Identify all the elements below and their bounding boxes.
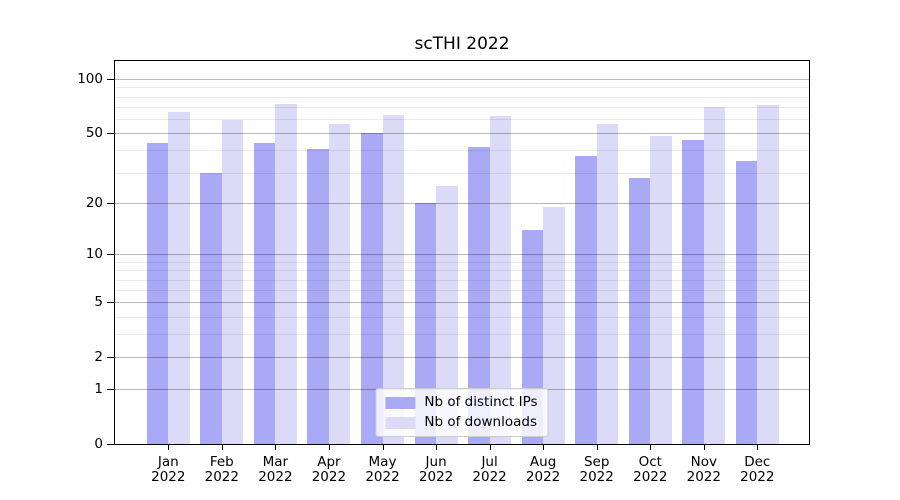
x-tick-dec-2022: [757, 444, 759, 450]
x-tick-feb-2022: [221, 444, 223, 450]
x-tick-apr-2022: [328, 444, 330, 450]
gridline-minor-70: [115, 107, 809, 108]
gridline-minor-8: [115, 270, 809, 272]
x-tick-label-feb-2022: Feb 2022: [204, 454, 239, 485]
chart-title: scTHI 2022: [414, 34, 510, 54]
bar-distinct-ips-jun-2022: [414, 203, 437, 444]
bar-distinct-ips-feb-2022: [200, 172, 222, 444]
y-tick-50: [107, 133, 115, 135]
x-tick-label-apr-2022: Apr 2022: [311, 454, 347, 485]
y-tick-label-1: 1: [94, 381, 103, 398]
legend-row-ips: Nb of distinct IPs: [385, 394, 538, 410]
legend-row-downloads: Nb of downloads: [385, 415, 537, 430]
bar-distinct-ips-apr-2022: [307, 148, 329, 444]
x-tick-jun-2022: [436, 444, 438, 450]
bar-downloads-aug-2022: [543, 207, 565, 444]
y-tick-0: [107, 444, 115, 445]
y-tick-100: [107, 79, 115, 81]
x-tick-label-jun-2022: Jun 2022: [418, 454, 454, 485]
gridline-minor-6: [115, 290, 809, 292]
y-tick-label-20: 20: [85, 195, 103, 212]
bar-downloads-jan-2022: [168, 111, 190, 444]
x-tick-aug-2022: [543, 444, 545, 450]
bar-downloads-may-2022: [382, 115, 404, 444]
bar-downloads-mar-2022: [275, 103, 297, 444]
x-tick-jul-2022: [489, 444, 491, 450]
y-tick-20: [107, 203, 115, 205]
bar-downloads-sep-2022: [596, 124, 619, 444]
gridline-minor-40: [115, 150, 809, 152]
bar-distinct-ips-may-2022: [361, 133, 383, 444]
y-tick-label-5: 5: [94, 294, 103, 311]
bar-distinct-ips-dec-2022: [735, 160, 758, 444]
y-tick-label-10: 10: [85, 246, 103, 263]
y-tick-label-2: 2: [94, 349, 103, 366]
bar-distinct-ips-jan-2022: [146, 143, 169, 444]
x-tick-label-jan-2022: Jan 2022: [151, 454, 186, 485]
gridline-minor-9: [115, 261, 809, 263]
bar-downloads-jun-2022: [436, 186, 458, 444]
bar-downloads-dec-2022: [757, 104, 779, 444]
gridline-major-100: [115, 79, 809, 81]
x-tick-label-nov-2022: Nov 2022: [686, 454, 721, 485]
x-tick-label-jul-2022: Jul 2022: [472, 454, 507, 485]
x-tick-label-aug-2022: Aug 2022: [525, 454, 561, 485]
bar-distinct-ips-sep-2022: [575, 156, 597, 444]
y-tick-label-50: 50: [85, 125, 103, 142]
y-tick-2: [107, 357, 115, 359]
bar-downloads-oct-2022: [650, 136, 672, 444]
y-tick-label-100: 100: [77, 71, 103, 88]
x-tick-jan-2022: [168, 444, 170, 450]
gridline-major-10: [115, 254, 809, 256]
x-tick-label-sep-2022: Sep 2022: [579, 454, 614, 485]
legend: Nb of distinct IPs Nb of downloads: [375, 388, 549, 437]
gridline-major-5: [115, 302, 809, 304]
x-tick-oct-2022: [650, 444, 652, 450]
gridline-minor-7: [115, 279, 809, 281]
gridline-minor-3: [115, 334, 809, 336]
y-tick-1: [107, 389, 115, 391]
y-tick-5: [107, 302, 115, 304]
x-tick-nov-2022: [703, 444, 705, 450]
gridline-minor-80: [115, 96, 809, 98]
legend-label-distinct-ips: Nb of distinct IPs: [424, 394, 538, 410]
bar-downloads-apr-2022: [328, 124, 351, 444]
x-tick-sep-2022: [596, 444, 598, 450]
gridline-major-2: [115, 357, 809, 359]
x-tick-may-2022: [382, 444, 384, 450]
plot-area: 0 1 2 5 10 20 50 100 Jan 2022 Feb 2022 Mar 2022 Ap…: [77, 60, 810, 485]
x-tick-mar-2022: [275, 444, 277, 450]
legend-swatch-distinct-ips: [385, 396, 416, 409]
gridline-minor-4: [115, 316, 809, 318]
bar-downloads-jul-2022: [489, 116, 512, 444]
gridline-minor-30: [115, 172, 809, 174]
bar-downloads-feb-2022: [221, 120, 244, 444]
gridline-major-50: [115, 133, 809, 135]
bar-distinct-ips-jul-2022: [468, 146, 490, 444]
x-tick-label-dec-2022: Dec 2022: [740, 454, 775, 485]
bar-downloads-nov-2022: [703, 107, 726, 444]
x-tick-label-may-2022: May 2022: [365, 454, 400, 485]
x-tick-label-mar-2022: Mar 2022: [258, 454, 293, 485]
legend-label-downloads: Nb of downloads: [424, 414, 537, 430]
bar-distinct-ips-nov-2022: [682, 139, 704, 444]
bar-distinct-ips-oct-2022: [628, 177, 651, 444]
bar-distinct-ips-mar-2022: [253, 143, 276, 444]
gridline-major-20: [115, 203, 809, 205]
y-tick-10: [107, 254, 115, 256]
gridline-minor-90: [115, 87, 809, 89]
legend-swatch-downloads: [385, 416, 416, 429]
x-tick-label-oct-2022: Oct 2022: [633, 454, 668, 485]
gridline-minor-60: [115, 119, 809, 120]
y-tick-label-0: 0: [94, 436, 103, 452]
